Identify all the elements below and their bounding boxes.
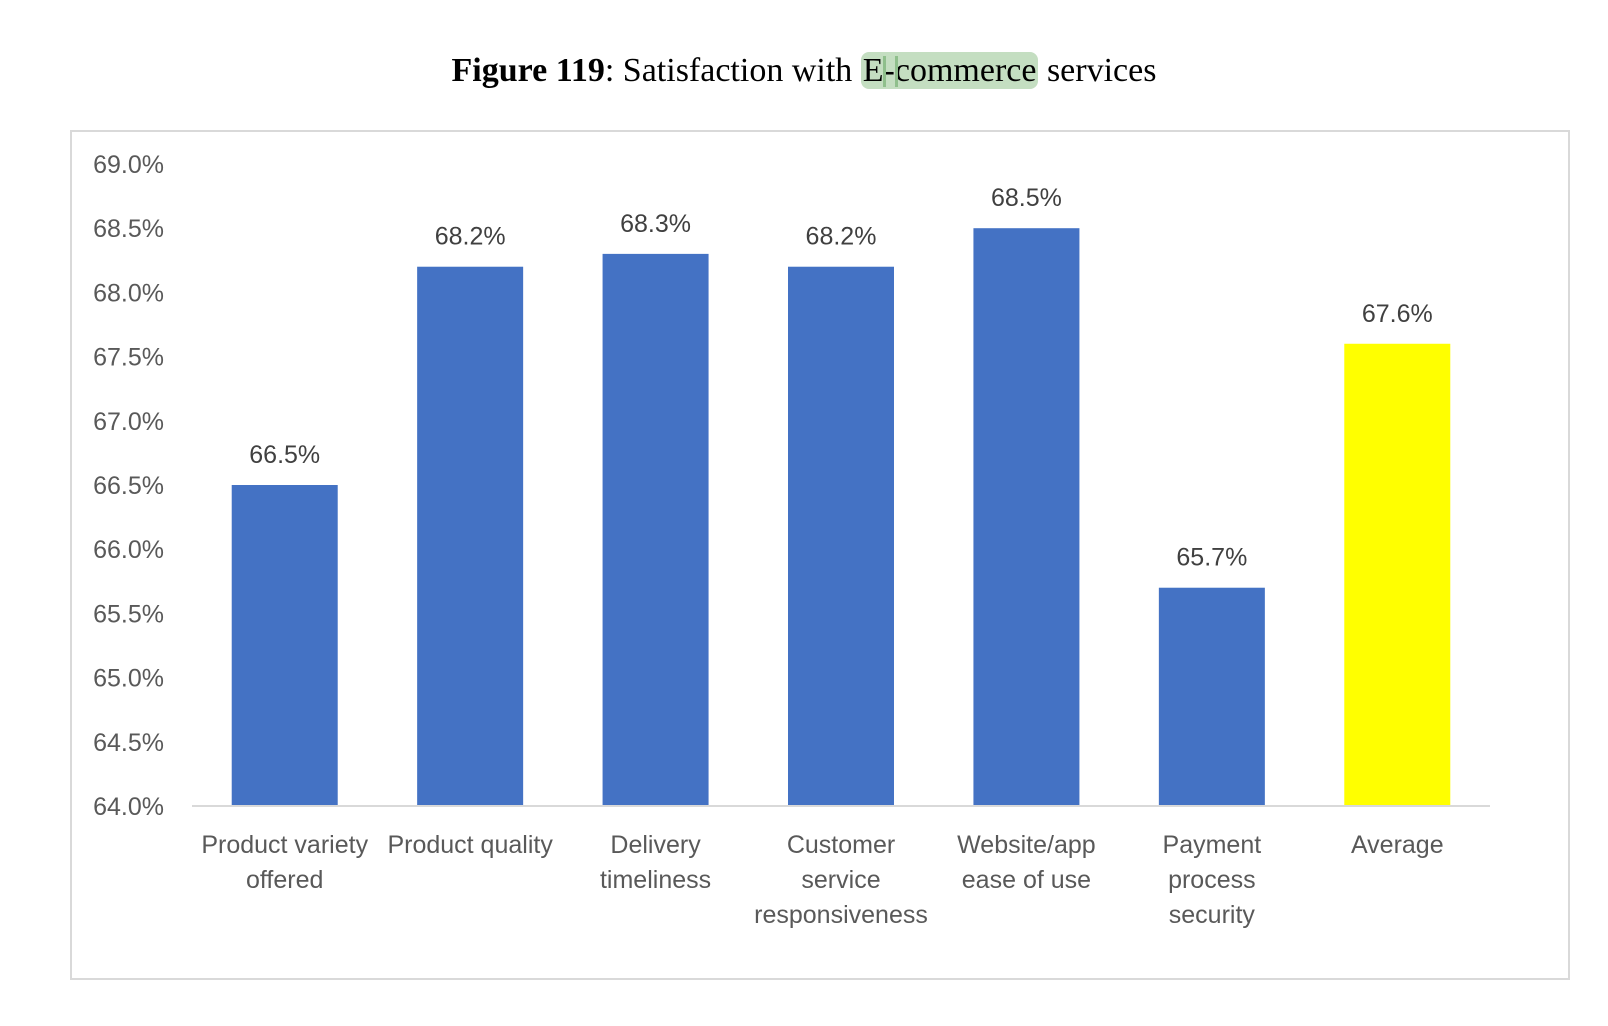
data-label: 65.7% [1176,544,1247,572]
figure-number: Figure 119 [451,52,605,89]
x-category-label: Average [1351,831,1444,859]
x-category-label: process [1168,866,1256,894]
x-category-label: Payment [1163,831,1262,859]
x-category-label: Website/app [957,831,1096,859]
x-category-label: ease of use [962,866,1091,894]
bar [602,253,709,806]
figure-caption: Figure 119: Satisfaction with E-commerce… [0,52,1608,90]
y-tick-label: 66.0% [93,536,164,564]
caption-text-after: services [1038,52,1157,89]
bar [231,485,338,806]
y-tick-label: 64.5% [93,729,164,757]
y-tick-label: 67.0% [93,408,164,436]
x-category-label: Product variety [201,831,368,859]
data-label: 68.3% [620,210,691,238]
x-category-label: offered [246,866,323,894]
text-cursor-marker [894,56,898,87]
bar [788,266,894,807]
caption-highlighted-text: E-commerce [862,52,1037,89]
x-category-label: responsiveness [754,901,928,929]
data-label: 68.2% [435,223,506,251]
y-tick-label: 65.0% [93,665,164,693]
bar [1344,343,1451,806]
data-label: 68.2% [806,223,877,251]
x-category-label: service [801,866,880,894]
y-tick-label: 69.0% [93,151,164,179]
y-tick-label: 66.5% [93,472,164,500]
bar-chart: 64.0% 64.5% 65.0% 65.5% 66.0% 66.5% 67.0% 67.5%… [93,151,1490,929]
bar [973,228,1080,806]
y-tick-label: 68.0% [93,279,164,307]
x-category-label: Delivery [610,831,701,859]
data-label: 66.5% [249,441,320,469]
x-category-label: Product quality [387,831,553,859]
y-tick-label: 64.0% [93,793,164,821]
y-tick-label: 65.5% [93,600,164,628]
bar [1158,587,1265,806]
caption-highlight: E-commerce [860,52,1039,89]
text-cursor-marker [882,56,886,87]
x-category-label: security [1169,901,1256,929]
data-label: 67.6% [1362,300,1433,328]
y-tick-label: 68.5% [93,215,164,243]
x-category-label: timeliness [600,866,711,894]
data-label: 68.5% [991,184,1062,212]
y-tick-label: 67.5% [93,344,164,372]
x-category-label: Customer [787,831,895,859]
caption-text-before: : Satisfaction with [604,52,861,89]
chart-area: 64.0% 64.5% 65.0% 65.5% 66.0% 66.5% 67.0% 67.5%… [70,130,1570,980]
bar [417,266,524,807]
